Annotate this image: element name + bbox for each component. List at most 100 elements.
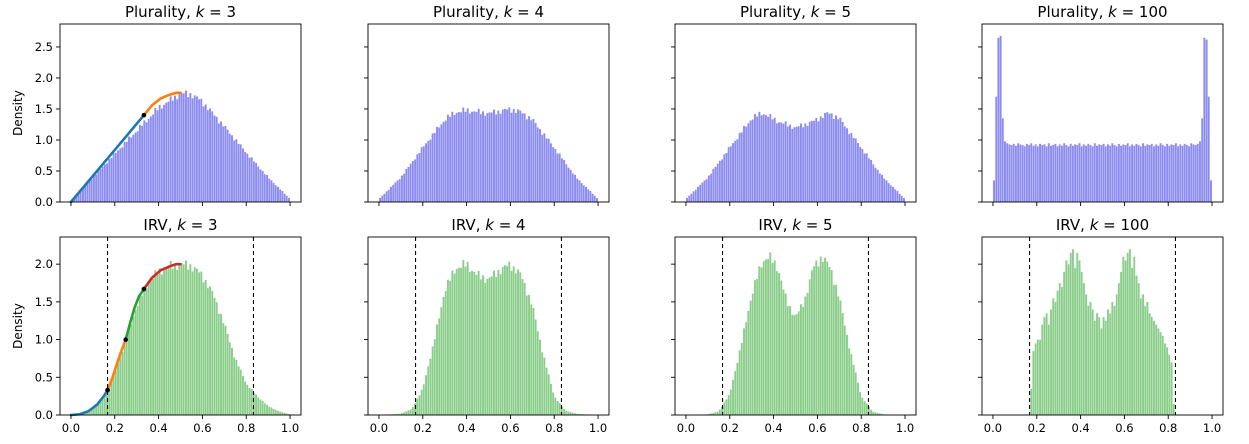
- histogram-bar: [786, 305, 790, 416]
- histogram-bar: [486, 278, 489, 416]
- histogram-bar: [808, 279, 811, 416]
- histogram-bar: [1062, 142, 1066, 203]
- histogram-bar: [1181, 145, 1184, 203]
- histogram-bar: [753, 279, 757, 416]
- histogram-bar: [863, 153, 866, 203]
- histogram-bar: [1159, 331, 1162, 416]
- histogram-bar: [900, 195, 903, 203]
- histogram-bar: [274, 185, 278, 203]
- histogram-bar: [1093, 320, 1097, 416]
- histogram-bar: [771, 119, 774, 203]
- histogram-bar: [239, 144, 242, 203]
- histogram-bar: [992, 180, 996, 203]
- histogram-bar: [1113, 305, 1116, 416]
- histogram-bar: [793, 314, 796, 416]
- histogram-bar: [206, 109, 210, 203]
- histogram-bar: [250, 157, 253, 203]
- histogram-bar: [158, 267, 161, 416]
- histogram-bar: [510, 112, 513, 203]
- histogram-bar: [270, 407, 273, 416]
- histogram-bar: [488, 112, 491, 203]
- title-k-symbol: k: [811, 3, 821, 21]
- histogram-bar: [261, 170, 264, 203]
- histogram-bar: [736, 362, 739, 416]
- histogram-bar: [230, 134, 234, 203]
- histogram-bar: [843, 325, 847, 416]
- histogram-bar: [224, 125, 227, 203]
- histogram-bar: [1038, 339, 1042, 416]
- histogram-bar: [274, 409, 278, 416]
- histogram-bar: [116, 150, 120, 203]
- histogram-bar: [565, 164, 568, 203]
- histogram-bar: [119, 148, 122, 203]
- histogram-bar: [727, 394, 730, 416]
- histogram-bar: [830, 269, 833, 416]
- histogram-bar: [132, 134, 135, 203]
- histogram-bar: [788, 124, 792, 203]
- x-tick-label: 0.6: [1115, 421, 1133, 435]
- histogram-bar: [475, 274, 478, 416]
- histogram-bar: [839, 117, 842, 203]
- histogram-bar: [265, 404, 269, 416]
- histogram-bar: [1080, 271, 1083, 416]
- histogram-bar: [690, 193, 693, 203]
- histogram-bar: [1172, 403, 1175, 416]
- histogram-bar: [105, 163, 109, 203]
- histogram-bar: [402, 173, 406, 203]
- histogram-bar: [178, 93, 181, 203]
- histogram-bar: [1168, 145, 1171, 203]
- histogram-bar: [254, 162, 258, 203]
- histogram-bar: [265, 174, 269, 203]
- x-tick-label: 0.4: [457, 421, 475, 435]
- histogram-bar: [1139, 146, 1143, 203]
- histogram-bar: [534, 319, 537, 416]
- histogram-bar: [136, 305, 139, 416]
- histogram-bar: [440, 306, 443, 416]
- histogram-bar: [459, 267, 463, 416]
- histogram-bar: [217, 313, 221, 416]
- histogram-bar: [129, 323, 133, 416]
- histogram-bar: [740, 132, 744, 203]
- histogram-bar: [775, 270, 779, 416]
- histogram-bar: [215, 301, 218, 416]
- histogram-bar: [869, 159, 873, 203]
- histogram-bar: [186, 96, 190, 203]
- x-tick-label: 0.4: [1071, 421, 1089, 435]
- histogram-bar: [799, 123, 803, 203]
- histogram-bar: [167, 101, 170, 203]
- histogram-bar: [1078, 142, 1081, 203]
- histogram-bar: [1084, 145, 1088, 203]
- histogram-bar: [494, 114, 498, 203]
- histogram-bar: [440, 124, 443, 203]
- histogram-bar: [462, 259, 465, 416]
- title-prefix: IRV,: [143, 216, 177, 234]
- histogram-bar: [1065, 260, 1068, 416]
- histogram-bar: [448, 280, 452, 416]
- histogram-bar: [1104, 320, 1108, 416]
- histogram-bar: [801, 126, 805, 203]
- histogram-bar: [718, 409, 722, 416]
- histogram-bar: [808, 121, 811, 203]
- histogram-bar: [712, 168, 715, 203]
- histogram-bar: [140, 295, 144, 416]
- histogram-bar: [411, 406, 415, 416]
- histogram-bar: [250, 388, 253, 416]
- title-prefix: IRV,: [758, 216, 792, 234]
- histogram-bar: [108, 158, 111, 203]
- histogram-bar: [558, 402, 561, 416]
- histogram-bar: [129, 137, 133, 203]
- histogram-bar: [1203, 37, 1206, 203]
- histogram-bar: [239, 369, 242, 416]
- histogram-bar: [777, 272, 781, 416]
- histogram-bar: [812, 120, 816, 203]
- histogram-bar: [729, 389, 733, 416]
- histogram-bar: [394, 182, 397, 203]
- histogram-bar: [195, 96, 199, 203]
- histogram-bar: [554, 148, 557, 203]
- histogram-bar: [747, 310, 750, 416]
- histogram-bar: [753, 113, 757, 203]
- histogram-bar: [540, 352, 544, 416]
- histogram-bar: [503, 264, 507, 416]
- histogram-bar: [1174, 142, 1178, 203]
- histogram-bar: [1051, 144, 1055, 203]
